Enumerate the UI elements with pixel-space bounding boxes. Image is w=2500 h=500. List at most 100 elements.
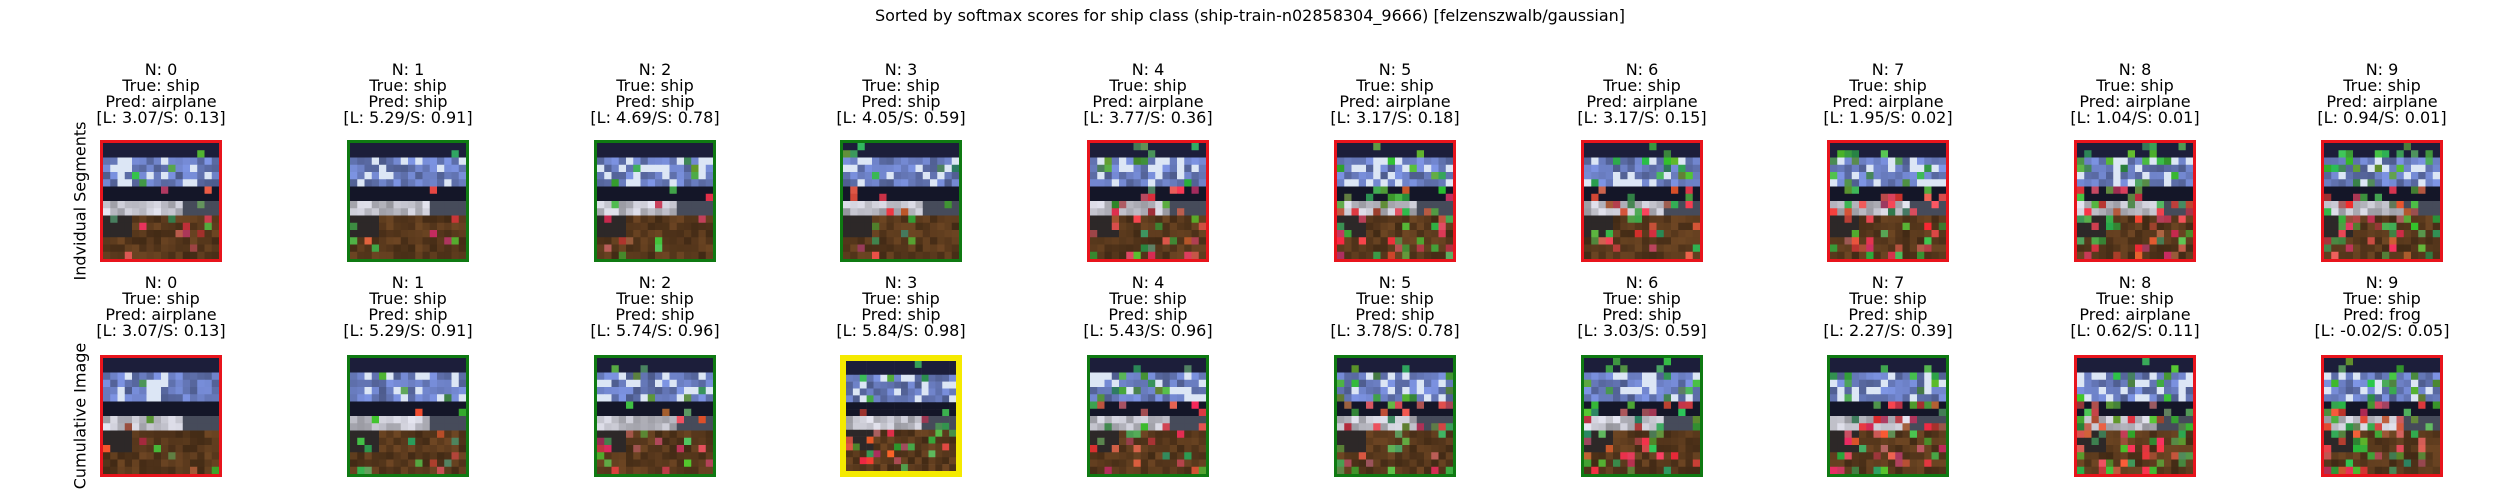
cell-index-label: N: 1: [391, 60, 425, 79]
cell-index-label: N: 0: [144, 60, 178, 79]
cell-pred-label: Pred: ship: [615, 92, 695, 111]
cell-true-label: True: ship: [2096, 76, 2174, 95]
thumbnail-image: [597, 143, 713, 259]
cell-score-label: [L: 1.95/S: 0.02]: [1823, 108, 1953, 127]
thumbnail-frame-red: [2074, 355, 2196, 477]
cell-index-label: N: 1: [391, 273, 425, 292]
cell-pred-label: Pred: airplane: [1832, 92, 1944, 111]
thumbnail-frame-green: [594, 140, 716, 262]
thumbnail-image: [2324, 143, 2440, 259]
cell-true-label: True: ship: [2343, 76, 2421, 95]
thumbnail-image: [103, 358, 219, 474]
cell-score-label: [L: 5.74/S: 0.96]: [590, 321, 720, 340]
cell-true-label: True: ship: [369, 289, 447, 308]
thumbnail-frame-green: [594, 355, 716, 477]
cell-pred-label: Pred: airplane: [1586, 92, 1698, 111]
cell-score-label: [L: 4.05/S: 0.59]: [836, 108, 966, 127]
cell-index-label: N: 7: [1871, 60, 1905, 79]
cell-index-label: N: 4: [1131, 273, 1165, 292]
cell-true-label: True: ship: [2096, 289, 2174, 308]
cell-score-label: [L: 3.17/S: 0.15]: [1577, 108, 1707, 127]
row-label-cumulative-image: Cumulative Image: [69, 342, 89, 490]
cell-pred-label: Pred: ship: [1108, 305, 1188, 324]
cell-score-label: [L: -0.02/S: 0.05]: [2314, 321, 2450, 340]
thumbnail-frame-green: [347, 140, 469, 262]
cell-score-label: [L: 2.27/S: 0.39]: [1823, 321, 1953, 340]
cell-pred-label: Pred: airplane: [2079, 92, 2191, 111]
cell-score-label: [L: 4.69/S: 0.78]: [590, 108, 720, 127]
cell-true-label: True: ship: [369, 76, 447, 95]
thumbnail-image: [1830, 358, 1946, 474]
cell-index-label: N: 2: [638, 60, 672, 79]
cell-pred-label: Pred: ship: [1602, 305, 1682, 324]
thumbnail-image: [350, 143, 466, 259]
cell-score-label: [L: 5.29/S: 0.91]: [343, 321, 473, 340]
thumbnail-frame-red: [100, 355, 222, 477]
thumbnail-frame-red: [2321, 140, 2443, 262]
thumbnail-image: [350, 358, 466, 474]
cell-index-label: N: 6: [1625, 60, 1659, 79]
row-label-individual-segments: Indvidual Segments: [69, 121, 89, 281]
cell-true-label: True: ship: [1109, 289, 1187, 308]
thumbnail-image: [597, 358, 713, 474]
cell-score-label: [L: 3.07/S: 0.13]: [96, 108, 226, 127]
cell-score-label: [L: 1.04/S: 0.01]: [2070, 108, 2200, 127]
cell-index-label: N: 2: [638, 273, 672, 292]
cell-score-label: [L: 5.43/S: 0.96]: [1083, 321, 1213, 340]
cell-score-label: [L: 0.62/S: 0.11]: [2070, 321, 2200, 340]
thumbnail-frame-red: [1827, 140, 1949, 262]
thumbnail-frame-green: [347, 355, 469, 477]
cell-index-label: N: 8: [2118, 273, 2152, 292]
cell-true-label: True: ship: [1849, 76, 1927, 95]
cell-true-label: True: ship: [122, 76, 200, 95]
cell-index-label: N: 0: [144, 273, 178, 292]
cell-pred-label: Pred: ship: [861, 92, 941, 111]
cell-index-label: N: 7: [1871, 273, 1905, 292]
cell-score-label: [L: 0.94/S: 0.01]: [2317, 108, 2447, 127]
cell-true-label: True: ship: [862, 76, 940, 95]
thumbnail-image: [1584, 358, 1700, 474]
cell-score-label: [L: 3.03/S: 0.59]: [1577, 321, 1707, 340]
thumbnail-frame-red: [1334, 140, 1456, 262]
thumbnail-image: [846, 361, 956, 471]
cell-index-label: N: 3: [884, 60, 918, 79]
cell-index-label: N: 9: [2365, 273, 2399, 292]
cell-pred-label: Pred: ship: [1848, 305, 1928, 324]
cell-true-label: True: ship: [122, 289, 200, 308]
cell-pred-label: Pred: frog: [2343, 305, 2421, 324]
cell-pred-label: Pred: ship: [615, 305, 695, 324]
cell-pred-label: Pred: ship: [1355, 305, 1435, 324]
figure-title: Sorted by softmax scores for ship class …: [874, 6, 1626, 25]
cell-score-label: [L: 3.78/S: 0.78]: [1330, 321, 1460, 340]
cell-index-label: N: 4: [1131, 60, 1165, 79]
cell-pred-label: Pred: ship: [861, 305, 941, 324]
cell-pred-label: Pred: ship: [368, 305, 448, 324]
cell-true-label: True: ship: [862, 289, 940, 308]
cell-pred-label: Pred: airplane: [2079, 305, 2191, 324]
cell-score-label: [L: 5.84/S: 0.98]: [836, 321, 966, 340]
cell-true-label: True: ship: [1356, 76, 1434, 95]
cell-true-label: True: ship: [2343, 289, 2421, 308]
thumbnail-frame-red: [1087, 140, 1209, 262]
thumbnail-image: [1584, 143, 1700, 259]
thumbnail-frame-red: [1581, 140, 1703, 262]
cell-true-label: True: ship: [616, 289, 694, 308]
thumbnail-frame-red: [2074, 140, 2196, 262]
cell-true-label: True: ship: [1109, 76, 1187, 95]
thumbnail-frame-green: [1087, 355, 1209, 477]
thumbnail-image: [2077, 358, 2193, 474]
thumbnail-image: [103, 143, 219, 259]
cell-true-label: True: ship: [1603, 289, 1681, 308]
cell-true-label: True: ship: [1849, 289, 1927, 308]
thumbnail-frame-green: [840, 140, 962, 262]
thumbnail-image: [1090, 143, 1206, 259]
cell-true-label: True: ship: [1356, 289, 1434, 308]
cell-index-label: N: 9: [2365, 60, 2399, 79]
cell-score-label: [L: 3.77/S: 0.36]: [1083, 108, 1213, 127]
cell-pred-label: Pred: airplane: [105, 305, 217, 324]
thumbnail-image: [1337, 358, 1453, 474]
cell-score-label: [L: 3.17/S: 0.18]: [1330, 108, 1460, 127]
cell-index-label: N: 3: [884, 273, 918, 292]
thumbnail-frame-green: [1581, 355, 1703, 477]
